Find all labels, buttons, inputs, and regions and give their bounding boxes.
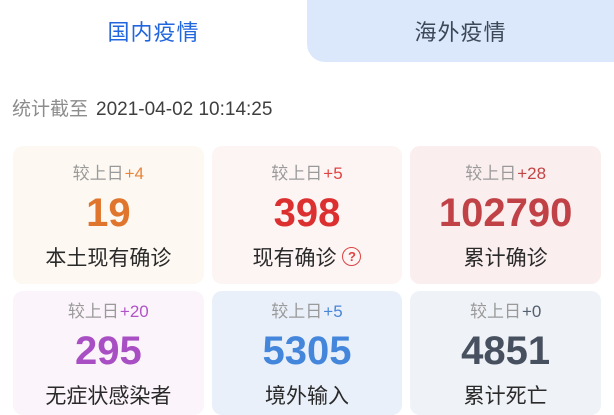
tab-overseas-epidemic[interactable]: 海外疫情 [307, 0, 614, 62]
stat-delta-value: +28 [517, 163, 547, 183]
stat-label-text: 现有确诊 [252, 246, 337, 270]
stat-delta: 较上日+20 [68, 297, 149, 322]
stat-delta-label: 较上日 [465, 163, 517, 183]
stat-label: 累计死亡 [464, 380, 548, 410]
timestamp-datetime: 2021-04-02 10:14:25 [96, 99, 273, 120]
stat-label-text: 累计死亡 [463, 384, 548, 408]
stat-delta-value: +5 [323, 163, 343, 183]
tab-bar: 国内疫情 海外疫情 [0, 0, 614, 62]
stat-label: 累计确诊 [464, 242, 548, 272]
stat-label: 境外输入 [265, 380, 349, 410]
stat-delta-label: 较上日 [72, 163, 124, 183]
stat-label: 现有确诊? [252, 242, 362, 272]
stat-label: 无症状感染者 [45, 380, 171, 410]
tab-domestic-epidemic[interactable]: 国内疫情 [0, 0, 307, 62]
stat-card-cumulative-deaths: 较上日+0 4851 累计死亡 [410, 291, 601, 415]
stat-delta: 较上日+0 [470, 297, 541, 322]
stat-value: 19 [86, 190, 131, 235]
stat-delta: 较上日+5 [271, 297, 342, 322]
stat-delta: 较上日+4 [73, 159, 144, 184]
stat-card-active-confirmed: 较上日+5 398 现有确诊? [211, 146, 403, 284]
stat-value: 295 [74, 328, 142, 373]
stat-label-text: 累计确诊 [463, 246, 548, 270]
stats-timestamp: 统计截至 2021-04-02 10:14:25 [12, 94, 602, 121]
stat-card-imported: 较上日+5 5305 境外输入 [211, 291, 403, 415]
stat-label-text: 境外输入 [264, 384, 349, 408]
timestamp-prefix: 统计截至 [12, 99, 89, 120]
stat-delta: 较上日+28 [465, 159, 546, 184]
stat-value: 398 [273, 190, 341, 235]
tab-overseas-label: 海外疫情 [414, 20, 507, 45]
help-question-icon[interactable]: ? [342, 247, 362, 266]
stat-label-text: 本土现有确诊 [45, 246, 172, 270]
stat-card-local-active-confirmed: 较上日+4 19 本土现有确诊 [13, 146, 204, 284]
stat-delta-label: 较上日 [469, 301, 521, 321]
stat-card-cumulative-confirmed: 较上日+28 102790 累计确诊 [410, 146, 601, 284]
stat-delta-label: 较上日 [271, 163, 323, 183]
stat-label: 本土现有确诊 [45, 242, 171, 272]
stats-grid: 较上日+4 19 本土现有确诊 较上日+5 398 现有确诊? 较上日+28 1… [0, 146, 614, 415]
stat-delta-label: 较上日 [67, 301, 119, 321]
stat-delta-value: +4 [124, 163, 145, 183]
stat-value: 4851 [461, 328, 551, 373]
stat-delta-value: +0 [521, 301, 542, 321]
stat-label-text: 无症状感染者 [45, 384, 172, 408]
stat-value: 102790 [438, 190, 573, 235]
stat-card-asymptomatic: 较上日+20 295 无症状感染者 [13, 291, 204, 415]
stat-delta-value: +5 [323, 301, 343, 321]
stat-value: 5305 [262, 328, 352, 373]
stat-delta-value: +20 [119, 301, 149, 321]
stat-delta: 较上日+5 [271, 159, 342, 184]
stat-delta-label: 较上日 [271, 301, 323, 321]
tab-domestic-label: 国内疫情 [107, 20, 200, 45]
